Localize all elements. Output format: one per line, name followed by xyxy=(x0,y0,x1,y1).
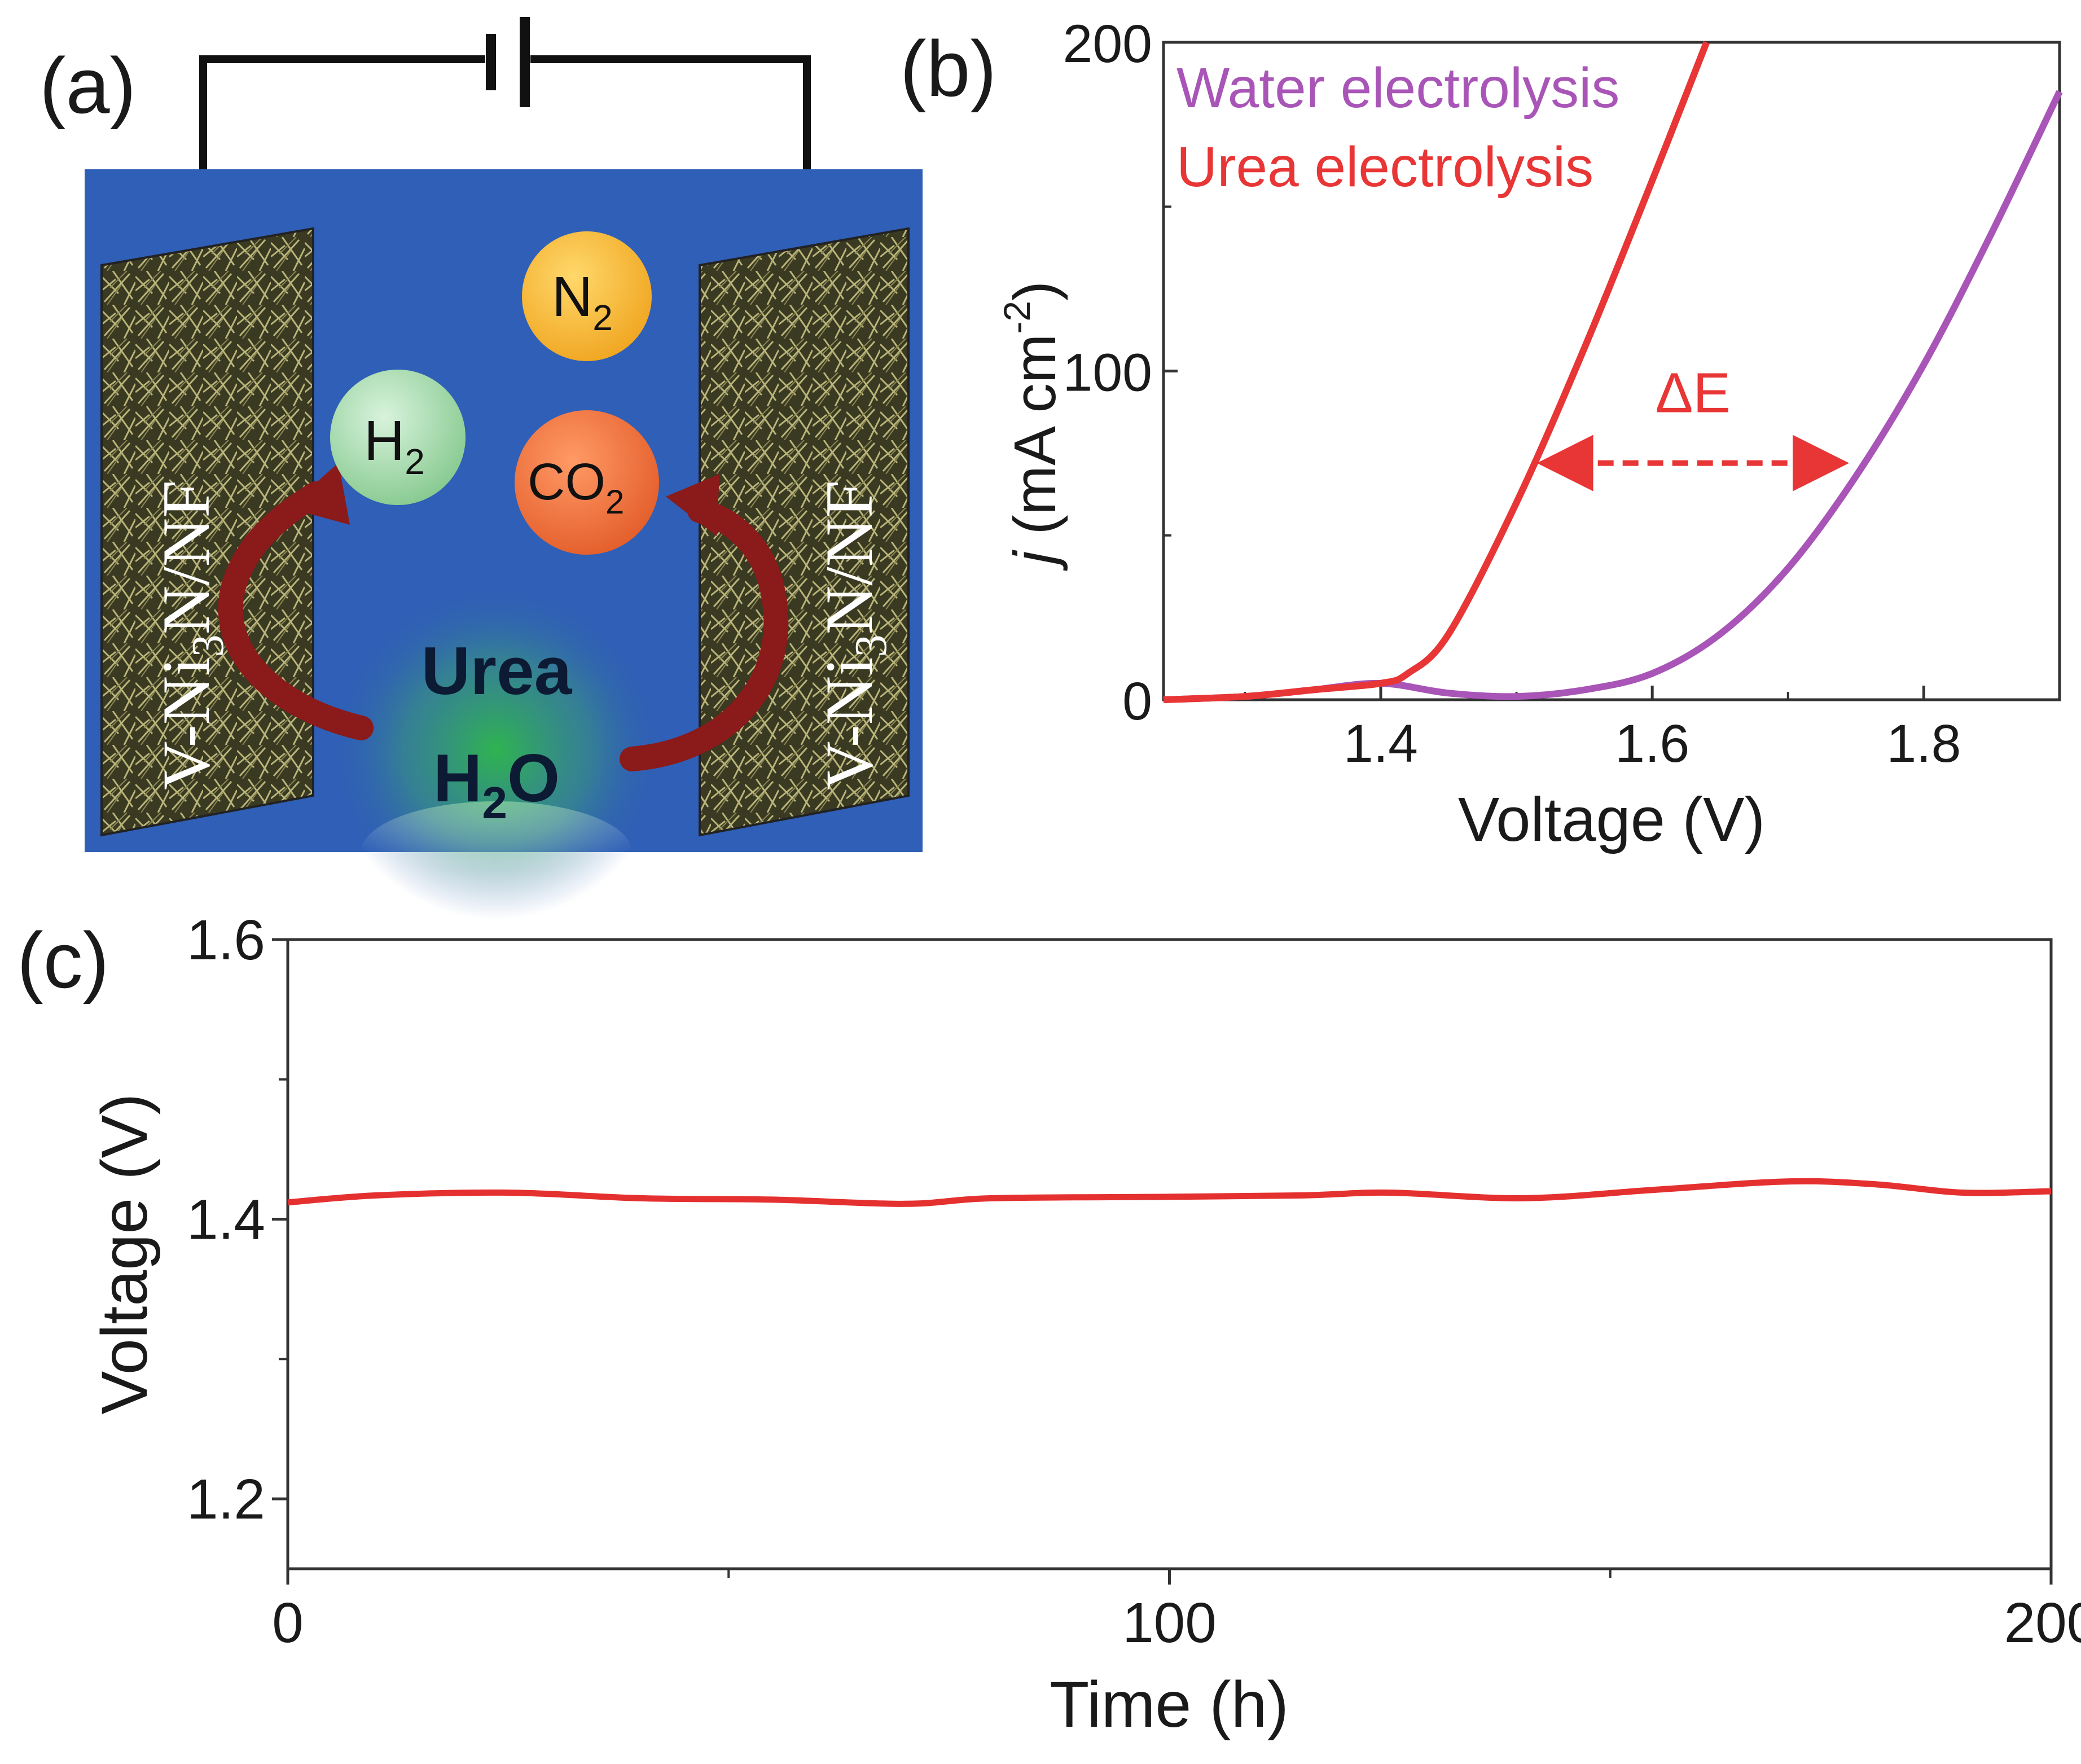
chart-c-xtick-0: 0 xyxy=(272,1591,304,1655)
panel-b-chart: (b) 1.4 1.6 1.8 0 100 200 Voltage (V) j … xyxy=(900,14,2063,854)
chart-c-curves xyxy=(287,1178,2052,1207)
urea-label: Urea xyxy=(422,633,573,709)
right-arrow-head xyxy=(666,474,719,536)
chart-c-xlabel: Time (h) xyxy=(1050,1669,1289,1741)
left-electrode-label: V-Ni3N/NF xyxy=(148,480,233,790)
chart-c-ytick-1.6: 1.6 xyxy=(187,909,265,972)
legend-water: Water electrolysis xyxy=(1176,56,1619,120)
right-curved-arrow xyxy=(620,498,789,771)
chart-b-ytick-0: 0 xyxy=(1122,672,1152,731)
series-urea-electrolysis xyxy=(1163,41,1710,703)
chart-c-xtick-200: 200 xyxy=(2004,1591,2081,1655)
left-arrow-head xyxy=(288,463,350,525)
legend-urea: Urea electrolysis xyxy=(1176,135,1593,199)
chart-b-ytick-200: 200 xyxy=(1063,14,1152,74)
electrolyte-glow-outer xyxy=(361,801,632,903)
chart-b-curves xyxy=(1163,41,2063,703)
chart-b-xlabel: Voltage (V) xyxy=(1458,785,1765,854)
right-electrode-label: V-Ni3N/NF xyxy=(811,480,896,790)
left-curved-arrow xyxy=(218,481,374,740)
panel-c-chart: (c) 0 100 200 1.2 1.4 1.6 Time (h) Volta… xyxy=(17,909,2081,1741)
chart-c-ticks xyxy=(272,938,2053,1585)
chart-b-xtick-1.4: 1.4 xyxy=(1344,714,1418,774)
svg-text:CO2: CO2 xyxy=(528,453,624,521)
n2-bubble: N2 xyxy=(522,231,652,361)
panel-a-scheme: (a) V-Ni3N/NF V-Ni3N/NF H2 N2 xyxy=(39,17,923,920)
svg-text:N2: N2 xyxy=(552,265,613,338)
h2o-label: H2O xyxy=(433,740,560,828)
chart-c-xtick-100: 100 xyxy=(1122,1591,1217,1655)
chart-c-ylabel: Voltage (V) xyxy=(89,1094,161,1415)
svg-text:H2: H2 xyxy=(364,409,425,482)
co2-bubble: CO2 xyxy=(515,410,659,555)
panel-label-b: (b) xyxy=(900,24,996,113)
series-voltage-vs-time xyxy=(287,1178,2052,1207)
chart-b-ytick-100: 100 xyxy=(1063,343,1152,403)
delta-e-label: ΔE xyxy=(1656,362,1731,425)
chart-c-frame xyxy=(286,938,2053,1570)
panel-label-a: (a) xyxy=(39,41,136,130)
panel-label-c: (c) xyxy=(17,916,109,1004)
chart-c-ytick-1.4: 1.4 xyxy=(187,1188,265,1252)
h2-bubble: H2 xyxy=(330,370,466,505)
chart-c-ytick-1.2: 1.2 xyxy=(187,1468,265,1531)
chart-b-ylabel: j (mA cm-2) xyxy=(996,281,1068,571)
chart-b-xtick-1.8: 1.8 xyxy=(1886,714,1961,774)
chart-b-xtick-1.6: 1.6 xyxy=(1615,714,1689,774)
